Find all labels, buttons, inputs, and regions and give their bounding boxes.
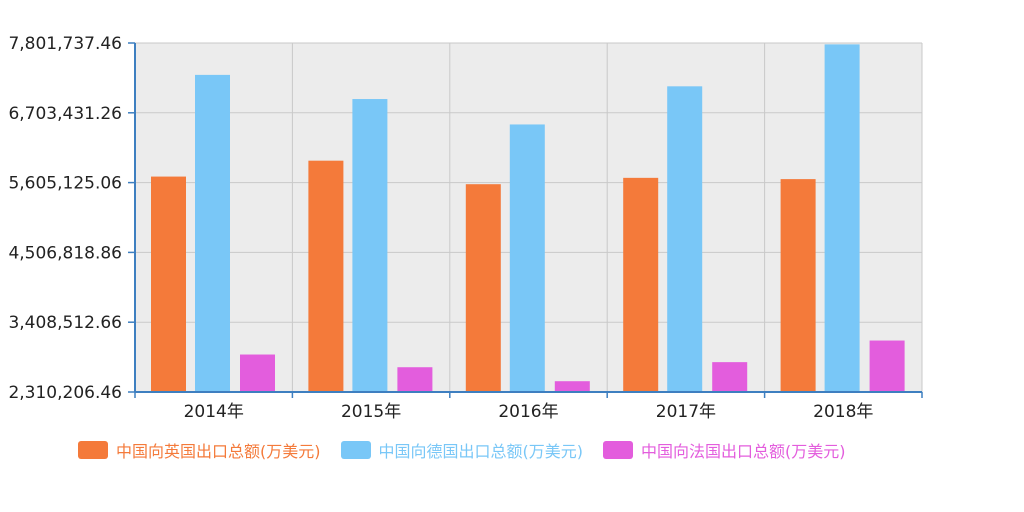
bar-series1-2016年[interactable] — [465, 184, 501, 392]
bar-series2-2015年[interactable] — [352, 99, 388, 393]
x-tick-label: 2014年 — [184, 402, 244, 422]
bar-series3-2017年[interactable] — [712, 362, 748, 392]
x-tick-label: 2015年 — [341, 402, 401, 422]
bar-series2-2017年[interactable] — [667, 86, 703, 393]
y-tick-label: 2,310,206.46 — [8, 383, 122, 403]
legend-swatch-uk — [78, 441, 108, 459]
bar-series1-2017年[interactable] — [623, 177, 659, 392]
bar-chart: 2,310,206.46 3,408,512.66 4,506,818.86 5,60… — [8, 34, 923, 422]
x-axis-ticks: 2014年 2015年 2016年 2017年 2018年 — [134, 392, 923, 422]
bar-series3-2016年[interactable] — [554, 381, 590, 392]
legend-swatch-germany — [340, 441, 371, 459]
x-tick-label: 2016年 — [498, 402, 558, 422]
legend-label-france: 中国向法国出口总额(万美元) — [641, 442, 846, 461]
bar-series1-2014年[interactable] — [151, 176, 186, 392]
y-tick-label: 4,506,818.86 — [8, 243, 122, 263]
bar-series1-2015年[interactable] — [308, 160, 344, 392]
bars — [151, 44, 905, 393]
bar-series1-2018年[interactable] — [780, 179, 816, 392]
bar-series2-2018年[interactable] — [824, 44, 860, 392]
legend: 中国向英国出口总额(万美元) 中国向德国出口总额(万美元) 中国向法国出口总额(… — [78, 438, 866, 462]
legend-swatch-france — [603, 441, 633, 459]
x-tick-label: 2017年 — [656, 402, 716, 422]
y-axis-ticks: 2,310,206.46 3,408,512.66 4,506,818.86 5,60… — [8, 34, 135, 403]
bar-series3-2014年[interactable] — [240, 354, 275, 392]
legend-label-uk: 中国向英国出口总额(万美元) — [116, 442, 321, 461]
y-tick-label: 7,801,737.46 — [8, 34, 122, 54]
legend-label-germany: 中国向德国出口总额(万美元) — [378, 442, 584, 461]
bar-series2-2016年[interactable] — [509, 124, 545, 393]
y-tick-label: 5,605,125.06 — [8, 174, 122, 194]
y-tick-label: 6,703,431.26 — [8, 104, 122, 124]
x-tick-label: 2018年 — [813, 402, 873, 422]
legend-item-germany[interactable]: 中国向德国出口总额(万美元) — [340, 438, 584, 462]
bar-series3-2018年[interactable] — [869, 340, 905, 392]
legend-item-france[interactable]: 中国向法国出口总额(万美元) — [603, 438, 846, 462]
bar-series3-2015年[interactable] — [397, 367, 433, 392]
bar-series2-2014年[interactable] — [195, 74, 230, 392]
legend-item-uk[interactable]: 中国向英国出口总额(万美元) — [78, 438, 321, 462]
y-tick-label: 3,408,512.66 — [8, 313, 122, 333]
